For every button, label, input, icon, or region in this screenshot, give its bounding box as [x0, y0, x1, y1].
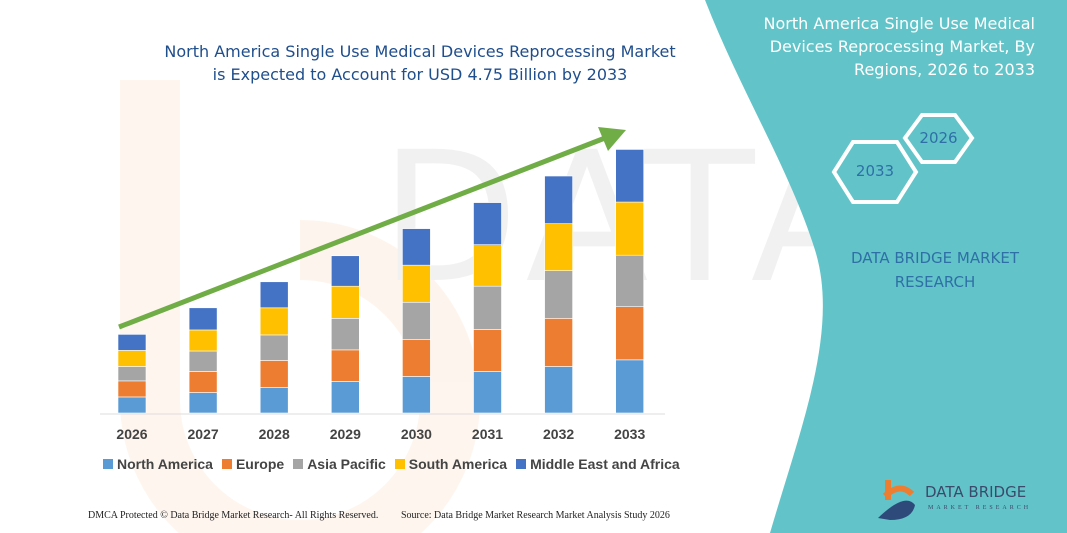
- bar-segment-asia-pacific-2027: [188, 350, 218, 372]
- bar-segment-europe-2030: [402, 339, 431, 377]
- bar-segment-south-america-2031: [473, 244, 502, 287]
- bar-segment-south-america-2033: [615, 201, 645, 256]
- bar-segment-asia-pacific-2029: [330, 318, 360, 351]
- x-tick-label: 2031: [472, 426, 503, 442]
- side-title-line1: North America Single Use Medical: [763, 14, 1035, 33]
- hex-label-2033: 2033: [855, 162, 895, 180]
- x-tick-label: 2033: [614, 426, 645, 442]
- bar-segment-north-america-2026: [117, 396, 147, 414]
- bar-segment-south-america-2030: [402, 264, 431, 303]
- bar-segment-asia-pacific-2031: [473, 285, 502, 330]
- bar-segment-north-america-2028: [259, 387, 289, 414]
- legend-swatch: [516, 459, 527, 469]
- bar-segment-asia-pacific-2026: [117, 366, 147, 382]
- bar-segment-europe-2029: [330, 349, 360, 382]
- bar-segment-north-america-2029: [330, 381, 360, 414]
- hex-label-2026: 2026: [919, 129, 958, 147]
- bar-segment-middle-east-and-africa-2026: [117, 334, 147, 351]
- x-tick-label: 2027: [188, 426, 219, 442]
- legend-item: Europe: [221, 456, 285, 472]
- x-tick-label: 2029: [330, 426, 361, 442]
- trend-arrow: [118, 127, 626, 330]
- side-panel-background: [705, 0, 1067, 533]
- legend-label: Europe: [235, 456, 285, 472]
- bar-segment-europe-2032: [544, 318, 573, 367]
- brand-line2: RESEARCH: [894, 273, 976, 291]
- x-tick-label: 2028: [259, 426, 290, 442]
- bar-segment-europe-2031: [473, 329, 502, 372]
- legend-label: Asia Pacific: [307, 456, 386, 472]
- legend-swatch: [394, 459, 405, 469]
- hexagon-2033-outline: [831, 140, 919, 204]
- bar-segment-north-america-2032: [544, 366, 573, 414]
- logo-subtext: MARKET RESEARCH: [928, 505, 1032, 511]
- legend-item: North America: [103, 456, 213, 472]
- logo-icon: [878, 480, 915, 520]
- bar-segment-europe-2026: [117, 380, 147, 398]
- bar-segment-europe-2027: [188, 371, 218, 393]
- legend-swatch: [103, 459, 113, 469]
- bar-segment-north-america-2027: [188, 392, 218, 414]
- footer-copyright: DMCA Protected © Data Bridge Market Rese…: [88, 510, 379, 521]
- bar-segment-north-america-2030: [402, 376, 431, 414]
- bar-segment-asia-pacific-2033: [615, 254, 645, 307]
- legend-label: South America: [408, 456, 508, 472]
- chart-title: North America Single Use Medical Devices…: [120, 40, 720, 86]
- bar-segment-south-america-2029: [330, 285, 360, 319]
- legend-swatch: [293, 459, 304, 469]
- bar-segment-asia-pacific-2030: [402, 301, 431, 340]
- legend-item: Asia Pacific: [293, 456, 386, 472]
- side-title-line3: Regions, 2026 to 2033: [854, 60, 1035, 79]
- side-title-line2: Devices Reprocessing Market, By: [769, 37, 1035, 56]
- bar-segment-asia-pacific-2032: [544, 270, 573, 319]
- bar-segment-north-america-2031: [473, 371, 502, 414]
- bar-segment-south-america-2026: [117, 350, 147, 367]
- bar-segment-middle-east-and-africa-2031: [473, 202, 502, 245]
- bar-segment-europe-2028: [259, 360, 289, 388]
- bar-segment-middle-east-and-africa-2033: [615, 149, 645, 203]
- logo-text: DATA BRIDGE: [925, 483, 1027, 501]
- bar-segment-south-america-2027: [188, 329, 218, 352]
- brand-text: DATA BRIDGE MARKET RESEARCH: [820, 246, 1050, 294]
- brand-line1: DATA BRIDGE MARKET: [850, 249, 1020, 267]
- legend-item: Middle East and Africa: [516, 456, 680, 472]
- legend-label: North America: [117, 456, 213, 472]
- legend-item: South America: [394, 456, 508, 472]
- x-tick-label: 2026: [116, 426, 147, 442]
- bar-segment-asia-pacific-2028: [259, 334, 289, 361]
- bar-segment-middle-east-and-africa-2029: [330, 255, 360, 287]
- bar-segment-middle-east-and-africa-2027: [188, 307, 218, 331]
- bar-segment-north-america-2033: [615, 359, 645, 414]
- legend-swatch: [221, 459, 232, 469]
- bar-segment-middle-east-and-africa-2032: [544, 175, 573, 224]
- bar-segment-middle-east-and-africa-2028: [259, 281, 289, 309]
- bar-segment-europe-2033: [615, 306, 645, 361]
- legend: North America Europe Asia Pacific South Ame…: [103, 456, 680, 472]
- x-tick-label: 2032: [543, 426, 574, 442]
- x-tick-label: 2030: [401, 426, 432, 442]
- legend-label: Middle East and Africa: [530, 456, 680, 472]
- side-panel-title: North America Single Use Medical Devices…: [705, 12, 1035, 81]
- year-hexagons: [831, 113, 975, 204]
- chart-title-line2: is Expected to Account for USD 4.75 Bill…: [212, 65, 628, 84]
- footer-source: Source: Data Bridge Market Research Mark…: [401, 510, 670, 521]
- bar-segment-south-america-2032: [544, 223, 573, 272]
- bar-segment-south-america-2028: [259, 307, 289, 336]
- bar-segment-middle-east-and-africa-2030: [402, 228, 431, 266]
- hexagon-2026-outline: [902, 113, 975, 164]
- chart-title-line1: North America Single Use Medical Devices…: [164, 42, 676, 61]
